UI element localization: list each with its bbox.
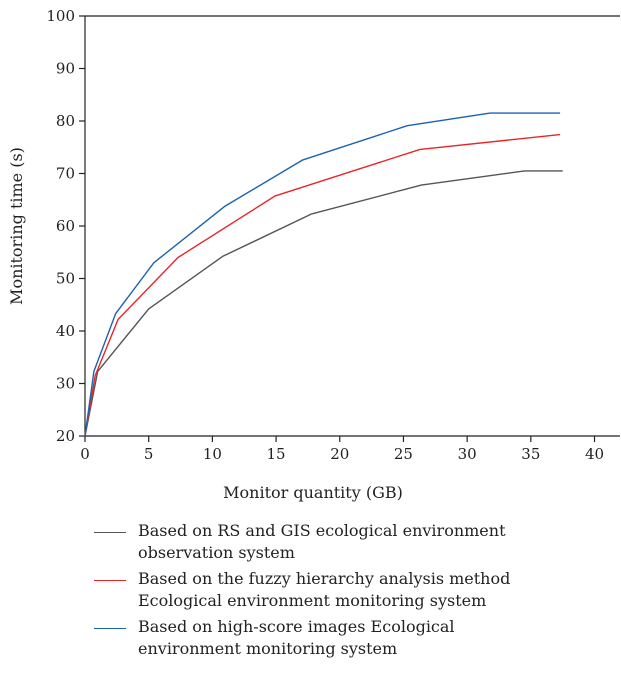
- legend: Based on RS and GIS ecological environme…: [94, 520, 594, 664]
- y-tick-label: 60: [56, 217, 75, 235]
- legend-item-fuzzy-hierarchy: Based on the fuzzy hierarchy analysis me…: [94, 568, 594, 612]
- y-tick-label: 50: [56, 270, 75, 288]
- series-line-fuzzy-hierarchy: [84, 133, 561, 437]
- y-axis-title: Monitoring time (s): [7, 147, 26, 305]
- legend-swatch: [94, 628, 126, 629]
- legend-label: Based on the fuzzy hierarchy analysis me…: [138, 569, 511, 610]
- series-lines: [84, 112, 563, 437]
- y-tick-label: 90: [56, 60, 75, 78]
- y-tick-label: 30: [56, 375, 75, 393]
- y-tick-label: 80: [56, 112, 75, 130]
- y-axis-ticks: 20 30 40 50 60 70 80 90 100: [46, 7, 85, 445]
- x-tick-label: 20: [330, 445, 349, 463]
- legend-swatch: [94, 532, 126, 533]
- legend-label: Based on high-score images Ecological en…: [138, 617, 455, 658]
- x-tick-label: 15: [267, 445, 286, 463]
- x-axis-ticks: 0 5 10 15 20 25 30 35 40: [80, 436, 604, 463]
- x-tick-label: 40: [585, 445, 604, 463]
- series-line-high-score-images: [84, 112, 561, 437]
- legend-item-high-score-images: Based on high-score images Ecological en…: [94, 616, 594, 660]
- x-tick-label: 5: [144, 445, 154, 463]
- x-tick-label: 0: [80, 445, 90, 463]
- y-tick-label: 20: [56, 427, 75, 445]
- x-tick-label: 25: [394, 445, 413, 463]
- plot-frame: [84, 15, 620, 437]
- y-tick-label: 70: [56, 165, 75, 183]
- line-chart: 20 30 40 50 60 70 80 90 100 0 5 10 15 20 25 30 35 40 Mon…: [7, 7, 620, 502]
- y-tick-label: 100: [46, 7, 75, 25]
- x-tick-label: 35: [521, 445, 540, 463]
- y-tick-label: 40: [56, 322, 75, 340]
- legend-label: Based on RS and GIS ecological environme…: [138, 521, 506, 562]
- series-line-rs-gis: [84, 170, 563, 437]
- x-axis-title: Monitor quantity (GB): [223, 483, 403, 502]
- x-tick-label: 10: [203, 445, 222, 463]
- legend-item-rs-gis: Based on RS and GIS ecological environme…: [94, 520, 594, 564]
- x-tick-label: 30: [458, 445, 477, 463]
- legend-swatch: [94, 580, 126, 581]
